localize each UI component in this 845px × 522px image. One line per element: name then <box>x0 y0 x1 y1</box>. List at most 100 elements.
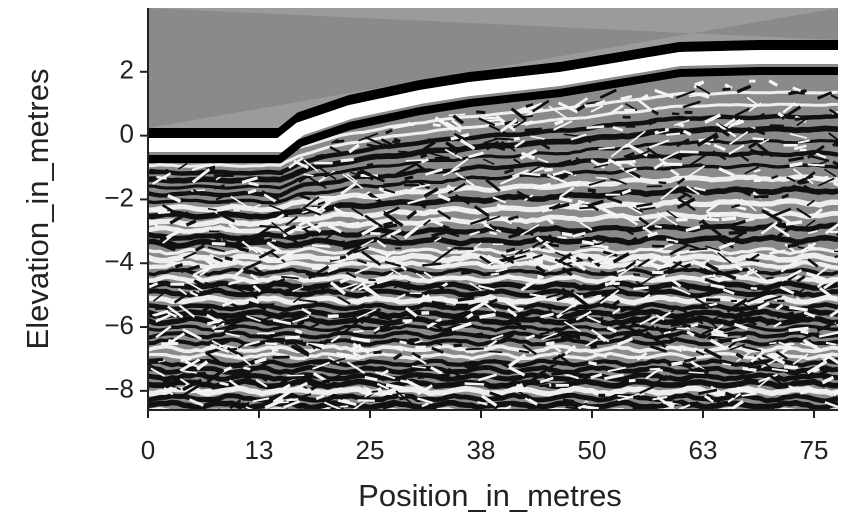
texture <box>188 398 204 407</box>
texture <box>161 387 178 393</box>
texture <box>556 302 577 319</box>
texture <box>259 287 272 291</box>
texture <box>624 102 638 112</box>
texture <box>337 295 351 305</box>
texture <box>649 344 668 353</box>
texture <box>570 292 591 309</box>
texture <box>680 241 700 250</box>
texture <box>705 262 719 272</box>
texture <box>588 179 606 187</box>
texture <box>590 372 603 380</box>
texture <box>213 458 223 459</box>
texture <box>368 401 389 410</box>
texture <box>455 133 466 141</box>
texture <box>480 394 498 407</box>
texture <box>189 371 206 376</box>
texture <box>268 169 284 176</box>
texture <box>478 284 496 291</box>
texture <box>696 85 711 95</box>
texture <box>241 373 261 389</box>
texture <box>760 221 778 235</box>
texture <box>392 352 403 361</box>
texture <box>465 312 474 320</box>
texture <box>554 424 571 433</box>
texture <box>284 224 297 233</box>
texture <box>553 120 573 131</box>
texture <box>619 305 634 314</box>
texture <box>580 406 587 410</box>
texture <box>519 149 538 160</box>
texture <box>520 171 541 177</box>
texture <box>206 368 225 384</box>
texture <box>804 127 812 132</box>
texture <box>731 219 747 227</box>
texture <box>438 436 457 443</box>
texture <box>809 154 830 163</box>
reflector <box>148 139 838 190</box>
texture <box>441 230 460 238</box>
texture <box>436 373 450 378</box>
texture <box>509 417 516 418</box>
texture <box>566 294 584 302</box>
texture <box>518 427 534 428</box>
texture <box>258 474 264 478</box>
texture <box>299 196 320 212</box>
texture <box>633 286 649 291</box>
texture <box>785 220 803 226</box>
texture <box>228 278 245 286</box>
texture <box>562 398 575 403</box>
texture <box>769 249 786 255</box>
texture <box>450 157 469 173</box>
texture <box>627 205 643 215</box>
texture <box>670 345 683 353</box>
texture <box>807 163 825 167</box>
texture <box>607 158 622 168</box>
texture <box>514 249 524 256</box>
texture <box>477 400 488 406</box>
texture <box>732 232 744 241</box>
texture <box>183 279 204 292</box>
texture <box>209 308 229 323</box>
texture <box>679 150 699 154</box>
texture <box>771 174 779 180</box>
texture <box>557 430 570 432</box>
texture <box>557 331 566 336</box>
surface-white <box>148 50 838 152</box>
texture <box>376 366 384 373</box>
texture <box>432 220 444 227</box>
texture <box>315 467 327 474</box>
texture <box>165 228 183 240</box>
texture <box>281 481 294 488</box>
texture <box>626 161 635 167</box>
texture <box>696 92 710 99</box>
texture <box>654 266 671 273</box>
texture <box>686 185 700 196</box>
texture <box>450 207 459 212</box>
texture <box>830 328 838 332</box>
texture <box>211 462 227 466</box>
texture <box>336 434 349 435</box>
texture <box>303 173 314 177</box>
texture <box>682 100 701 109</box>
texture <box>822 374 831 380</box>
texture <box>453 438 461 442</box>
texture <box>167 311 178 318</box>
texture <box>796 118 807 127</box>
texture <box>437 193 451 202</box>
texture <box>303 159 319 172</box>
texture <box>366 143 384 150</box>
texture <box>300 392 312 399</box>
texture <box>520 224 540 236</box>
texture <box>366 220 377 227</box>
texture <box>264 398 284 410</box>
texture <box>796 207 812 219</box>
texture <box>358 411 365 414</box>
texture <box>405 379 425 391</box>
texture <box>488 350 503 354</box>
texture <box>784 365 798 370</box>
texture <box>700 373 721 378</box>
texture <box>364 214 384 229</box>
texture <box>816 278 829 289</box>
texture <box>390 234 405 245</box>
texture <box>263 311 285 321</box>
